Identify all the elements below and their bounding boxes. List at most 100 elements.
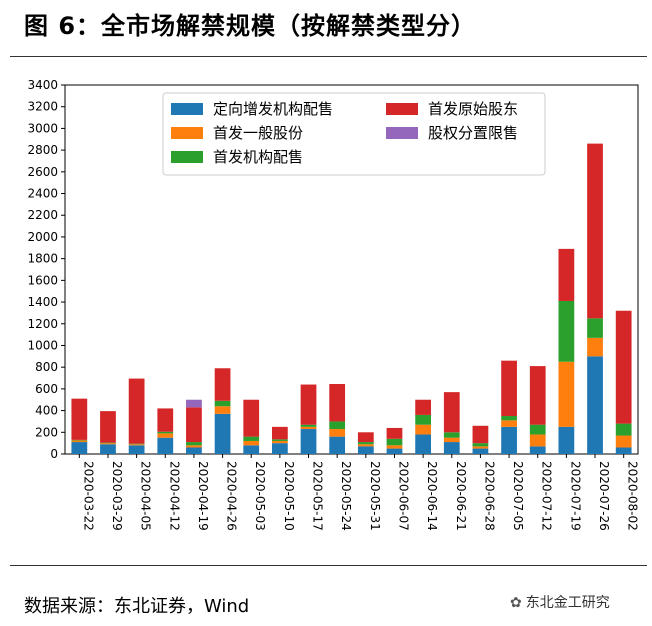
- x-tick-label: 2020-06-21: [454, 461, 468, 531]
- bar-segment: [214, 400, 231, 407]
- bar-segment: [587, 337, 603, 357]
- legend-swatch: [386, 127, 418, 139]
- x-tick-label: 2020-05-10: [282, 461, 296, 531]
- y-tick-label: 0: [50, 447, 58, 461]
- bar-segment: [243, 436, 260, 441]
- bar-segment: [558, 300, 575, 362]
- x-tick-label: 2020-07-19: [568, 461, 582, 531]
- bar-segment: [357, 446, 374, 454]
- bar-segment: [443, 432, 460, 438]
- y-tick-label: 2400: [27, 187, 58, 201]
- bar-segment: [558, 248, 575, 301]
- bar-segment: [329, 421, 346, 430]
- legend-label: 首发原始股东: [428, 100, 518, 118]
- bar-segment: [100, 411, 116, 443]
- bar-segment: [443, 392, 460, 433]
- bar-segment: [300, 429, 317, 454]
- bar-segment: [357, 432, 374, 443]
- bar-segment: [271, 440, 288, 444]
- bar-segment: [71, 439, 88, 441]
- bar-segment: [128, 378, 145, 444]
- bar-segment: [443, 442, 460, 454]
- bar-segment: [157, 433, 174, 438]
- x-tick-label: 2020-05-31: [368, 461, 382, 531]
- x-tick-label: 2020-07-05: [511, 461, 525, 531]
- stacked-bar-chart: 0 200 400 600 800 1000 1200 1400 1600 1800 2000 220…: [27, 78, 639, 531]
- watermark-label: 东北金工研究: [525, 595, 610, 611]
- bar-segment: [357, 442, 374, 445]
- bar-segment: [415, 424, 432, 435]
- x-tick-label: 2020-06-07: [396, 461, 410, 531]
- y-axis: 0 200 400 600 800 1000 1200 1400 1600 1800 2000 220…: [27, 78, 65, 461]
- x-tick-label: 2020-03-22: [81, 461, 95, 531]
- bar-segment: [415, 399, 432, 415]
- plot-border: [64, 84, 639, 455]
- x-tick-label: 2020-06-14: [425, 461, 439, 531]
- bar-segment: [615, 447, 632, 454]
- plot-area: [64, 84, 639, 455]
- bar-segment: [615, 423, 632, 436]
- bars: [71, 143, 632, 454]
- bar-segment: [386, 427, 403, 439]
- bar-segment: [271, 426, 288, 440]
- watermark: ✿ 东北金工研究: [510, 592, 610, 612]
- legend-label: 股权分置限售: [428, 124, 518, 142]
- y-tick-label: 1800: [27, 252, 58, 266]
- x-tick-label: 2020-03-29: [110, 461, 124, 531]
- y-tick-label: 1600: [27, 273, 58, 287]
- bar-segment: [243, 399, 260, 437]
- y-tick-label: 800: [35, 360, 58, 374]
- bar-segment: [529, 366, 546, 425]
- bar-segment: [329, 383, 346, 422]
- legend-swatch: [171, 127, 203, 139]
- bar-segment: [587, 143, 603, 319]
- bar-segment: [300, 424, 317, 427]
- x-tick-label: 2020-04-19: [196, 461, 210, 531]
- bar-segment: [472, 446, 489, 449]
- bar-segment: [128, 444, 145, 446]
- bar-segment: [501, 426, 517, 454]
- x-tick-label: 2020-06-28: [482, 461, 496, 531]
- x-tick-label: 2020-04-05: [139, 461, 153, 531]
- y-tick-label: 400: [35, 404, 58, 418]
- bar-segment: [415, 414, 432, 425]
- bar-segment: [501, 416, 517, 421]
- y-tick-label: 3200: [27, 100, 58, 114]
- bar-segment: [415, 434, 432, 454]
- bar-segment: [71, 440, 88, 443]
- bar-segment: [243, 440, 260, 446]
- y-tick-label: 3400: [27, 78, 58, 92]
- bar-segment: [271, 443, 288, 454]
- y-tick-label: 600: [35, 382, 58, 396]
- bar-segment: [386, 445, 403, 449]
- bar-segment: [558, 426, 575, 454]
- y-tick-label: 2200: [27, 208, 58, 222]
- bar-segment: [186, 407, 202, 443]
- bar-segment: [329, 436, 346, 454]
- y-tick-label: 2600: [27, 165, 58, 179]
- bar-segment: [443, 437, 460, 443]
- bar-segment: [214, 368, 231, 401]
- legend-label: 定向增发机构配售: [213, 100, 333, 118]
- bar-segment: [357, 444, 374, 447]
- bar-segment: [386, 448, 403, 454]
- bar-segment: [128, 445, 145, 454]
- bar-segment: [472, 425, 489, 444]
- bar-segment: [186, 442, 202, 446]
- y-tick-label: 1000: [27, 338, 58, 352]
- bar-segment: [214, 413, 231, 454]
- bar-segment: [186, 445, 202, 448]
- legend-label: 首发一般股份: [213, 124, 303, 142]
- bar-segment: [587, 318, 603, 338]
- bar-segment: [71, 442, 88, 454]
- bar-segment: [71, 398, 88, 440]
- bar-segment: [214, 406, 231, 414]
- legend-swatch: [386, 103, 418, 115]
- x-tick-label: 2020-07-12: [540, 461, 554, 531]
- bar-segment: [100, 444, 116, 454]
- bar-segment: [186, 399, 202, 408]
- bar-segment: [558, 361, 575, 427]
- legend-box: [162, 92, 546, 176]
- bar-segment: [529, 424, 546, 435]
- bar-segment: [157, 431, 174, 434]
